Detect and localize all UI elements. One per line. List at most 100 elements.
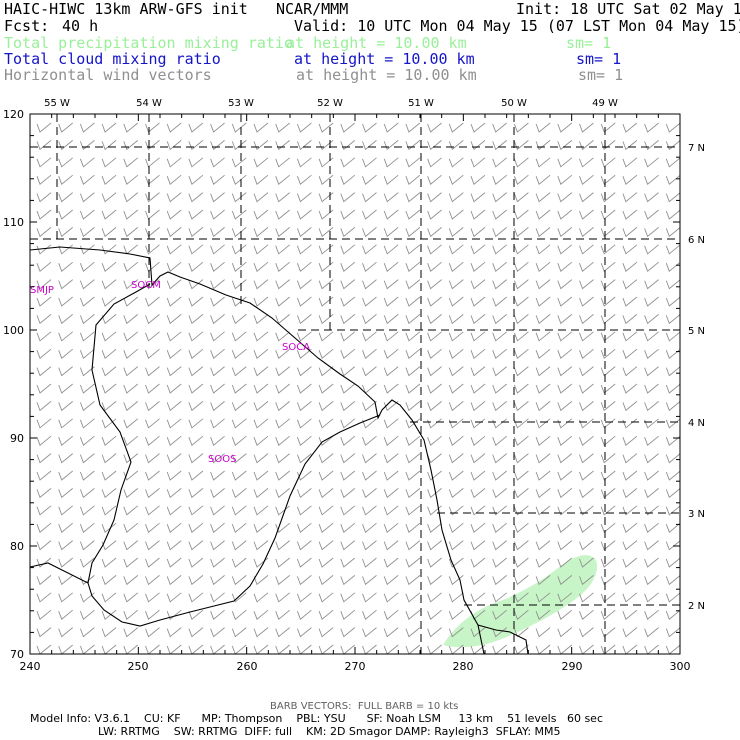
lon-label-52w: 52 W (317, 98, 343, 109)
wind-barb (275, 401, 290, 412)
wind-barb (579, 140, 594, 151)
wind-barb (210, 227, 225, 238)
wind-barb (600, 488, 616, 499)
wind-barb (340, 401, 356, 412)
wind-barb (318, 505, 334, 516)
wind-barb (600, 244, 616, 255)
wind-barb (579, 557, 594, 568)
wind-barb (492, 488, 507, 499)
wind-barb (644, 383, 659, 394)
wind-barb (101, 644, 117, 655)
wind-barb (340, 557, 356, 568)
wind-barb (362, 592, 377, 603)
wind-barb (79, 505, 95, 516)
wind-barb (557, 244, 573, 255)
wind-barb (644, 540, 659, 551)
wind-barb (166, 470, 182, 481)
wind-barb (405, 331, 421, 342)
field-precip-sm: sm= 1 (566, 34, 612, 52)
wind-barb (79, 157, 95, 168)
wind-barb (340, 227, 356, 238)
wind-barb (210, 209, 225, 220)
wind-barb (513, 331, 529, 342)
wind-barb (188, 488, 204, 499)
wind-barb (188, 592, 204, 603)
wind-barb (166, 435, 182, 446)
wind-barb (470, 557, 486, 568)
wind-barb (296, 470, 312, 481)
wind-barb (58, 366, 73, 377)
wind-barb (253, 609, 269, 620)
wind-barb (362, 244, 377, 255)
wind-barb (383, 470, 399, 481)
wind-barb (79, 348, 95, 359)
wind-barb (579, 314, 594, 325)
wind-barb (362, 401, 377, 412)
wind-barb (58, 470, 73, 481)
wind-barb (79, 140, 95, 151)
wind-barb (275, 209, 290, 220)
wind-barb (665, 227, 681, 238)
wind-barb (579, 383, 594, 394)
wind-barb (492, 348, 507, 359)
wind-barb (535, 575, 551, 586)
wind-barb (166, 192, 182, 203)
wind-barb (318, 244, 334, 255)
wind-barb (58, 192, 73, 203)
wind-barb (318, 192, 334, 203)
wind-barb (79, 122, 95, 133)
wind-barb (210, 314, 225, 325)
wind-barb (101, 505, 117, 516)
wind-barb (427, 348, 442, 359)
wind-barb (79, 470, 95, 481)
wind-barb (318, 296, 334, 307)
wind-barb (644, 209, 659, 220)
wind-barb (231, 227, 247, 238)
wind-barb (318, 609, 334, 620)
wind-barb (36, 557, 52, 568)
wind-barb (318, 174, 334, 185)
wind-barb (145, 157, 160, 168)
wind-barb (340, 331, 356, 342)
wind-barb (101, 522, 117, 533)
wind-barb (644, 401, 659, 412)
wind-barb (296, 540, 312, 551)
wind-barb (340, 279, 356, 290)
wind-barb (579, 540, 594, 551)
wind-barb (513, 505, 529, 516)
wind-barb (383, 557, 399, 568)
wind-barb (166, 627, 182, 638)
wind-barb (166, 575, 182, 586)
wind-barb (79, 261, 95, 272)
wind-barb (448, 209, 464, 220)
precip-area (443, 555, 598, 648)
wind-barb (470, 366, 486, 377)
wind-barb (253, 348, 269, 359)
wind-barb (513, 453, 529, 464)
wind-barb (492, 279, 507, 290)
wind-barb (644, 557, 659, 568)
wind-barb (579, 644, 594, 655)
wind-barb (210, 348, 225, 359)
wind-barb (58, 488, 73, 499)
wind-barb (535, 209, 551, 220)
wind-barb (405, 244, 421, 255)
wind-barb (123, 331, 139, 342)
wind-barb (448, 261, 464, 272)
wind-barb (210, 488, 225, 499)
wind-barb (340, 383, 356, 394)
wind-barb (600, 227, 616, 238)
wind-barb (622, 244, 638, 255)
wind-barb (145, 227, 160, 238)
wind-barb (492, 296, 507, 307)
wind-barb (448, 227, 464, 238)
wind-barb (665, 279, 681, 290)
wind-barb (513, 488, 529, 499)
wind-barb (101, 331, 117, 342)
wind-barb (513, 627, 529, 638)
wind-barb (644, 366, 659, 377)
org-label: NCAR/MMM (276, 0, 349, 18)
wind-barb (275, 592, 290, 603)
wind-barb (79, 227, 95, 238)
latlon-grid (30, 114, 680, 654)
